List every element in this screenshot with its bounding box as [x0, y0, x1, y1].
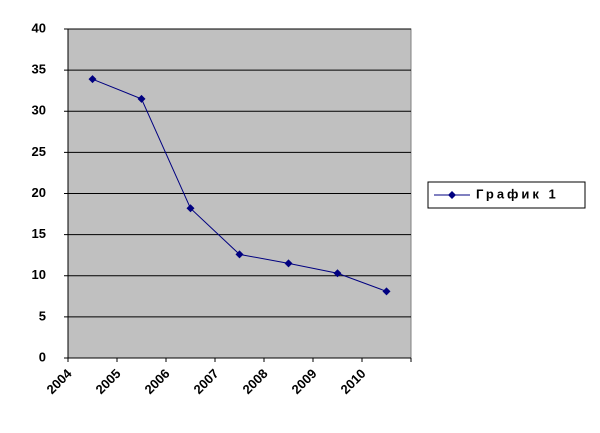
x-tick-label: 2008: [239, 366, 270, 397]
y-tick-label: 30: [32, 103, 46, 118]
x-tick-label: 2004: [43, 365, 75, 397]
point: [284, 259, 293, 268]
x-tick-label: 2005: [92, 366, 123, 397]
point: [235, 250, 244, 259]
x-tick-label: 2010: [337, 366, 368, 397]
y-tick-label: 20: [32, 185, 46, 200]
point: [186, 204, 195, 213]
y-tick-label: 5: [39, 308, 46, 323]
point: [382, 287, 391, 296]
y-tick-label: 10: [32, 267, 46, 282]
y-tick-label: 15: [32, 226, 46, 241]
y-tick-label: 0: [39, 349, 46, 364]
y-tick-label: 40: [32, 20, 46, 35]
x-tick-label: 2009: [288, 366, 319, 397]
y-tick-label: 25: [32, 144, 46, 159]
y-tick-label: 35: [32, 62, 46, 77]
legend-label: График 1: [476, 186, 559, 201]
point: [137, 94, 146, 103]
point: [333, 269, 342, 278]
x-tick-label: 2006: [141, 366, 172, 397]
legend-marker: [448, 191, 456, 199]
point: [88, 75, 97, 84]
x-tick-label: 2007: [190, 366, 221, 397]
